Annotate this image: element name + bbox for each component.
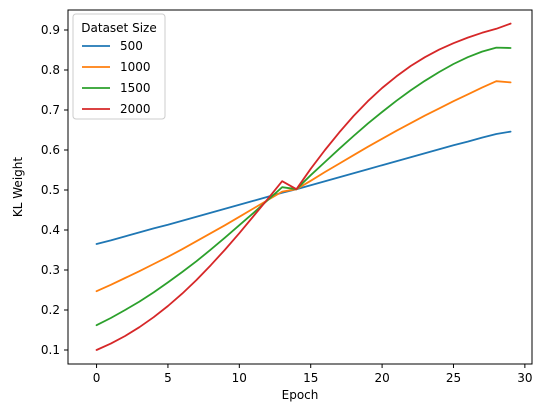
legend: Dataset Size 500 1000 1500 2000 — [72, 13, 166, 120]
y-tick-label: 0.8 — [41, 63, 60, 77]
y-tick-label: 0.6 — [41, 143, 60, 157]
series-line-500 — [95, 130, 512, 245]
y-tick-label: 0.2 — [41, 303, 60, 317]
y-tick-label: 0.5 — [41, 183, 60, 197]
series-layer — [95, 22, 512, 351]
x-tick-label: 5 — [164, 371, 172, 385]
x-tick-label: 30 — [517, 371, 532, 385]
series-line-2000 — [95, 22, 512, 351]
legend-label-1500: 1500 — [120, 81, 151, 95]
y-tick-label: 0.3 — [41, 263, 60, 277]
plot-frame — [67, 9, 533, 365]
x-axis-label: Epoch — [282, 388, 319, 402]
series-line-1000 — [95, 80, 512, 293]
legend-label-1000: 1000 — [120, 60, 151, 74]
x-tick-label: 10 — [232, 371, 247, 385]
legend-box — [72, 13, 166, 120]
legend-label-500: 500 — [120, 39, 143, 53]
x-tick-label: 20 — [374, 371, 389, 385]
legend-label-2000: 2000 — [120, 102, 151, 116]
legend-title: Dataset Size — [81, 21, 156, 35]
y-tick-label: 0.9 — [41, 23, 60, 37]
x-tick-label: 0 — [93, 371, 101, 385]
series-line-1500 — [95, 46, 512, 327]
axes: 0 5 10 15 20 25 30 0.1 0.2 0.3 0.4 0.5 0.6 0.7 0.8 0.9 E… — [11, 9, 533, 402]
x-tick-label: 25 — [446, 371, 461, 385]
y-tick-label: 0.7 — [41, 103, 60, 117]
y-axis-label: KL Weight — [11, 157, 25, 217]
y-tick-label: 0.1 — [41, 343, 60, 357]
y-tick-label: 0.4 — [41, 223, 60, 237]
x-tick-label: 15 — [303, 371, 318, 385]
